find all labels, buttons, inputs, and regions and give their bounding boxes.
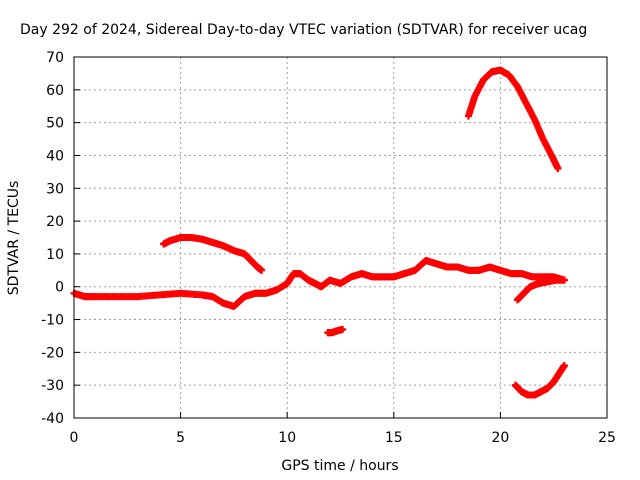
y-axis-ticks: -40 -30 -20 -10 0 10 20 30 40 50 60 70 bbox=[41, 50, 80, 427]
x-tick-label: 10 bbox=[278, 430, 296, 446]
series-isolated bbox=[324, 325, 347, 337]
data-series bbox=[70, 66, 568, 399]
y-tick-label: -30 bbox=[41, 378, 64, 394]
y-tick-label: 60 bbox=[46, 83, 64, 99]
x-axis-ticks: 0 5 10 15 20 25 bbox=[70, 412, 616, 446]
plot-frame bbox=[73, 56, 608, 419]
data-point bbox=[554, 165, 562, 173]
series-branch-rise bbox=[513, 276, 568, 304]
x-axis-label: GPS time / hours bbox=[281, 458, 398, 474]
y-tick-label: 40 bbox=[46, 148, 64, 164]
y-tick-label: 30 bbox=[46, 181, 64, 197]
x-tick-label: 0 bbox=[70, 430, 79, 446]
series-upper-band bbox=[160, 234, 266, 274]
data-point bbox=[560, 361, 568, 369]
y-tick-label: 50 bbox=[46, 116, 64, 132]
y-axis-label: SDTVAR / TECUs bbox=[6, 181, 22, 296]
y-tick-label: 10 bbox=[46, 247, 64, 263]
x-tick-label: 5 bbox=[176, 430, 185, 446]
data-point bbox=[560, 276, 568, 284]
y-tick-label: 20 bbox=[46, 214, 64, 230]
series-main-band bbox=[70, 256, 568, 310]
chart-title: Day 292 of 2024, Sidereal Day-to-day VTE… bbox=[20, 22, 587, 38]
x-tick-label: 25 bbox=[598, 430, 616, 446]
y-tick-label: -10 bbox=[41, 313, 64, 329]
y-tick-label: 70 bbox=[46, 50, 64, 66]
x-tick-label: 15 bbox=[385, 430, 403, 446]
series-arc-low bbox=[511, 361, 568, 399]
x-tick-label: 20 bbox=[491, 430, 509, 446]
y-tick-label: -20 bbox=[41, 345, 64, 361]
y-tick-label: -40 bbox=[41, 411, 64, 427]
series-arc-high bbox=[464, 66, 562, 173]
y-tick-label: 0 bbox=[55, 280, 64, 296]
data-point bbox=[339, 325, 347, 333]
data-point bbox=[258, 266, 266, 274]
